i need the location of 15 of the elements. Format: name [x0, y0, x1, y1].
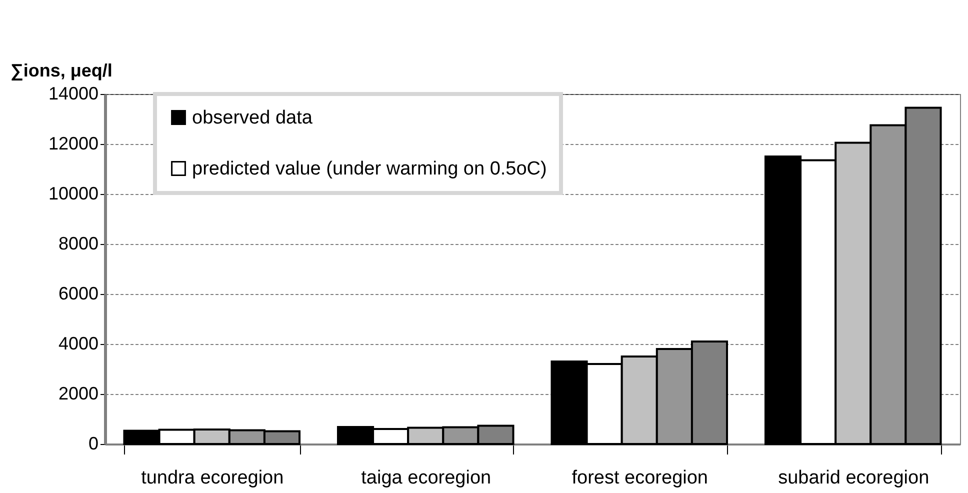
y-tick-label: 14000	[48, 84, 98, 104]
y-axis-title: ∑ions, μeq/l	[10, 60, 112, 80]
legend-label: observed data	[192, 108, 313, 128]
y-tick-label: 0	[88, 434, 98, 454]
x-tick-label: taiga ecoregion	[361, 468, 492, 488]
y-tick-label: 6000	[58, 284, 98, 304]
y-tick-label: 2000	[58, 384, 98, 404]
y-tick-label: 10000	[48, 184, 98, 204]
y-tick-label: 4000	[58, 334, 98, 354]
x-tick-label: subarid ecoregion	[778, 468, 930, 488]
y-tick-label: 8000	[58, 234, 98, 254]
legend-label: predicted value (under warming on 0.5oC)	[192, 158, 547, 180]
x-tick-label: tundra ecoregion	[141, 468, 284, 488]
x-tick-label: forest ecoregion	[572, 468, 708, 488]
y-tick-label: 12000	[48, 134, 98, 154]
